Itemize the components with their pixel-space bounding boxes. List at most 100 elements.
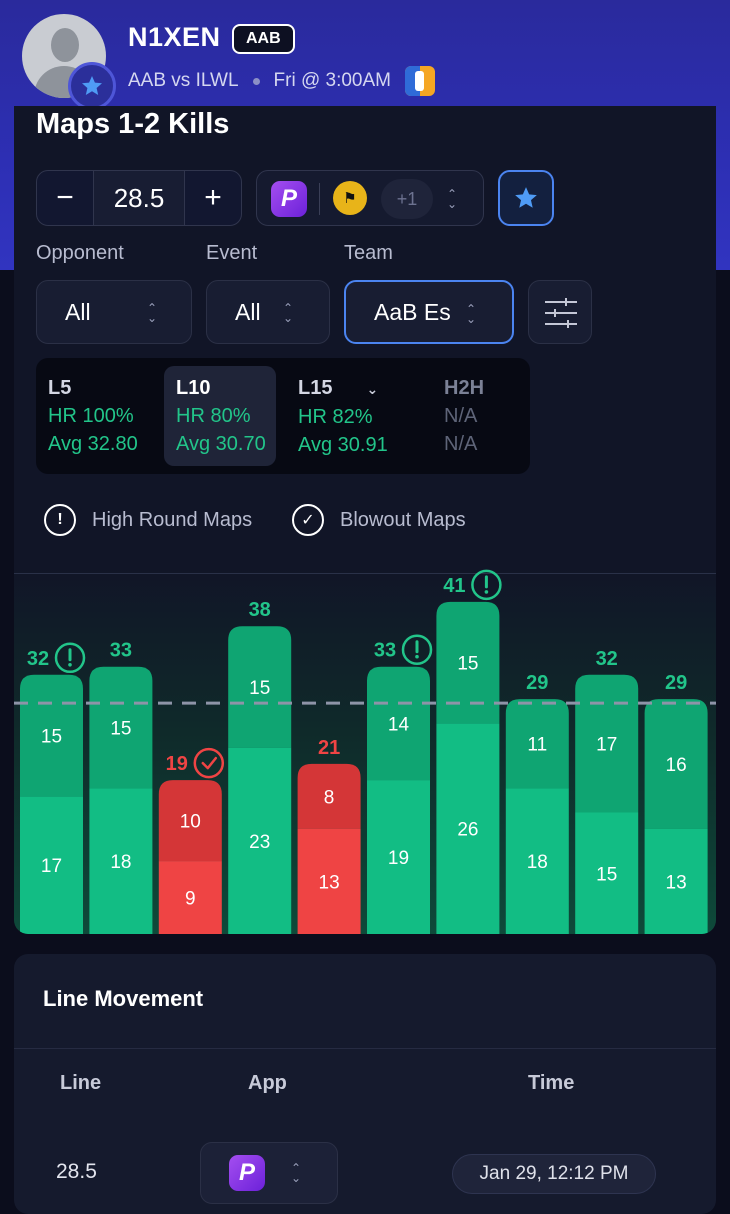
bar-total-label: 32 [596,648,618,670]
col-header-time: Time [528,1072,575,1094]
bar-label-map1: 26 [457,820,478,841]
legend-blowout: ✓ Blowout Maps [292,504,466,536]
chevron-updown-icon: ⌃ ⌄ [291,1161,302,1185]
bar-segment-map1 [228,747,292,934]
blowout-check-icon [193,747,225,779]
game-icon [405,66,435,96]
team-select[interactable]: AaB Es ⌃ ⌄ [344,280,514,344]
event-select[interactable]: All ⌃ ⌄ [206,280,330,344]
favorite-button[interactable] [498,170,554,226]
bar-label-map2: 15 [249,678,270,699]
chevron-updown-icon: ⌃ ⌄ [282,301,293,325]
bar-segment-map2 [89,666,153,789]
bar-segment-map1 [436,723,500,934]
check-mark [201,756,218,770]
bar-label-map2: 17 [596,735,617,756]
market-title: Maps 1-2 Kills [36,108,230,140]
bar-label-map1: 13 [666,872,687,893]
team-label: Team [344,242,393,264]
bar-label-map1: 18 [527,852,548,873]
bar-label-map2: 15 [457,654,478,675]
bar-segment-map2 [505,699,569,789]
divider [14,1048,716,1049]
bar-segment-map2 [20,674,83,797]
bar-segment-map1 [158,861,222,934]
line-value[interactable]: 28.5 [93,171,185,225]
bar-segment-map2 [367,666,430,781]
bar-label-map1: 17 [41,856,62,877]
opponent-value: All [65,298,91,325]
bar-label-map2: 15 [110,718,131,739]
opponent-select[interactable]: All ⌃ ⌄ [36,280,192,344]
star-icon [515,187,537,208]
bar-segment-map1 [89,788,153,934]
line-stepper: − 28.5 + [36,170,242,226]
high-round-alert-icon [471,569,502,601]
bar-total-label: 38 [249,599,271,621]
bar-total-label: 32 [27,648,49,670]
bar-total-label: 21 [318,737,340,759]
match-info: AAB vs ILWL Fri @ 3:00AM [128,66,435,96]
bar-segment-map2 [575,674,639,813]
prop-panel: Maps 1-2 Kills − 28.5 + P ⚑ +1 ⌃ ⌄ Oppone… [14,106,716,934]
row-time-pill: Jan 29, 12:12 PM [452,1154,656,1194]
bar-segment-map2 [158,780,222,862]
stat-l5[interactable]: L5 HR 100% Avg 32.80 [48,377,138,455]
schedule-text: Fri @ 3:00AM [273,70,391,91]
team-value: AaB Es [374,298,451,325]
bar-segment-map1 [575,812,639,934]
line-movement-title: Line Movement [43,986,204,1011]
bar-segment-map2 [297,763,361,829]
bar-label-map2: 14 [388,714,410,735]
col-header-app: App [248,1072,287,1094]
player-name: N1XEN [128,22,221,52]
high-round-alert-icon [401,634,433,665]
stat-l15[interactable]: L15 ⌄ HR 82% Avg 30.91 [298,377,388,456]
bar-label-map1: 19 [388,848,409,869]
bar-total-label: 33 [110,640,132,662]
favorite-star-icon[interactable] [68,62,116,110]
stat-h2h[interactable]: H2H N/A N/A [444,377,485,455]
bar-label-map1: 18 [110,852,131,873]
check-icon: ✓ [292,504,324,536]
bar-segment-map2 [436,601,500,724]
chevron-updown-icon: ⌃ ⌄ [447,187,458,211]
team-tag-badge: AAB [232,24,295,54]
separator-dot [252,77,260,85]
bar-total-label: 33 [374,640,396,662]
bar-label-map1: 13 [319,872,340,893]
exclamation-icon: ! [44,504,76,536]
bar-label-map2: 15 [41,727,62,748]
high-round-alert-icon [54,642,86,674]
chevron-updown-icon: ⌃ ⌄ [146,301,157,325]
bar-total-label: 29 [665,672,687,694]
sportsbook-logo-icon: ⚑ [333,181,367,215]
bar-label-map2: 10 [180,812,201,833]
col-header-line: Line [60,1072,102,1094]
bar-total-label: 19 [166,753,188,775]
row-line-value: 28.5 [56,1160,97,1183]
bar-segment-map1 [20,796,83,934]
chart-svg: 15 17 32 15 18 33 10 9 19 15 23 38 8 13 21 14 19 33 15 26 41… [14,569,716,934]
stat-l10[interactable]: L10 HR 80% Avg 30.70 [164,366,276,466]
bar-segment-map1 [297,828,361,934]
matchup-text: AAB vs ILWL [128,70,239,91]
bar-total-label: 29 [526,672,548,694]
book-selector[interactable]: P ⚑ +1 ⌃ ⌄ [256,170,484,226]
chevron-down-icon[interactable]: ⌄ [366,381,379,397]
kills-chart: 15 17 32 15 18 33 10 9 19 15 23 38 8 13 21 14 19 33 15 26 41… [14,568,716,934]
row-app-select[interactable]: P ⌃ ⌄ [200,1142,338,1204]
increase-button[interactable]: + [204,181,222,214]
bar-label-map2: 11 [527,735,547,756]
bar-label-map1: 15 [596,864,617,885]
bar-label-map2: 16 [666,755,687,776]
alert-dot [68,663,72,667]
alert-dot [484,590,489,594]
bar-label-map1: 9 [185,889,196,910]
filter-settings-button[interactable] [528,280,592,344]
line-movement-panel: Line Movement Line App Time 28.5 P ⌃ ⌄ Ja… [14,954,716,1214]
more-books-badge: +1 [381,179,433,219]
legend-high-round: ! High Round Maps [44,504,252,536]
opponent-label: Opponent [36,242,124,264]
decrease-button[interactable]: − [56,181,74,214]
